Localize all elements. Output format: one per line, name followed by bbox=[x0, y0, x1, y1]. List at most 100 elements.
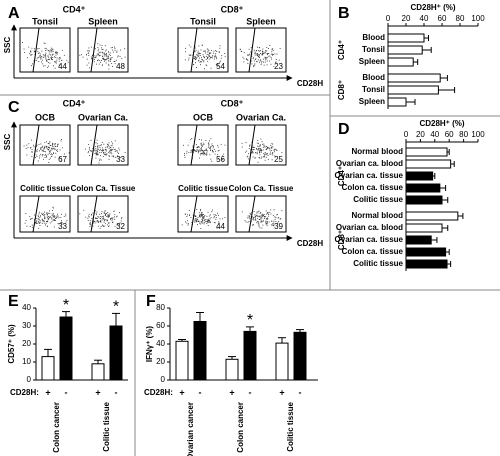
event-dot bbox=[188, 152, 190, 153]
event-dot bbox=[48, 53, 50, 55]
event-dot bbox=[47, 59, 49, 60]
event-dot bbox=[42, 63, 44, 65]
event-dot bbox=[202, 217, 203, 219]
event-dot bbox=[201, 214, 203, 215]
panel-letter: A bbox=[8, 5, 20, 22]
event-dot bbox=[38, 222, 40, 223]
event-dot bbox=[114, 218, 116, 220]
event-dot bbox=[53, 153, 54, 154]
event-dot bbox=[201, 61, 202, 63]
event-dot bbox=[108, 222, 110, 223]
event-dot bbox=[56, 146, 58, 147]
event-dot bbox=[103, 143, 105, 145]
event-dot bbox=[256, 50, 258, 51]
event-dot bbox=[261, 216, 263, 218]
event-dot bbox=[51, 213, 53, 215]
event-dot bbox=[37, 218, 39, 220]
event-dot bbox=[276, 214, 278, 216]
event-dot bbox=[51, 48, 53, 50]
event-dot bbox=[112, 142, 114, 144]
event-dot bbox=[255, 152, 257, 154]
event-dot bbox=[55, 54, 57, 56]
event-dot bbox=[263, 214, 265, 215]
event-dot bbox=[44, 142, 46, 144]
event-dot bbox=[222, 155, 223, 157]
event-dot bbox=[199, 222, 200, 224]
event-dot bbox=[195, 221, 197, 223]
event-dot bbox=[97, 50, 99, 52]
event-dot bbox=[104, 54, 106, 55]
category-label: Tonsil bbox=[362, 45, 385, 54]
event-dot bbox=[201, 215, 203, 217]
event-dot bbox=[109, 152, 111, 154]
event-dot bbox=[268, 221, 270, 223]
event-dot bbox=[53, 214, 55, 216]
event-dot bbox=[29, 53, 31, 55]
event-dot bbox=[260, 219, 262, 221]
event-dot bbox=[272, 50, 274, 52]
event-dot bbox=[87, 217, 89, 219]
event-dot bbox=[114, 47, 116, 49]
event-dot bbox=[42, 146, 43, 148]
event-dot bbox=[108, 214, 110, 216]
event-dot bbox=[99, 44, 101, 46]
event-dot bbox=[43, 220, 45, 221]
event-dot bbox=[250, 47, 252, 49]
event-dot bbox=[61, 59, 63, 61]
event-dot bbox=[102, 149, 104, 151]
plot-label: Colitic tissue bbox=[20, 184, 70, 193]
event-dot bbox=[101, 49, 103, 50]
bar bbox=[59, 316, 73, 381]
event-dot bbox=[255, 152, 256, 153]
event-dot bbox=[47, 67, 49, 68]
event-dot bbox=[281, 210, 283, 212]
event-dot bbox=[186, 222, 188, 224]
event-dot bbox=[215, 53, 217, 55]
event-dot bbox=[267, 154, 269, 156]
event-dot bbox=[109, 60, 111, 62]
event-dot bbox=[259, 145, 261, 147]
group-label: CD8⁺ bbox=[337, 230, 346, 250]
event-dot bbox=[204, 153, 206, 155]
gate-line bbox=[32, 27, 40, 73]
x-tick-label: 40 bbox=[420, 14, 429, 23]
event-dot bbox=[43, 221, 45, 222]
event-dot bbox=[210, 67, 212, 69]
event-dot bbox=[116, 215, 118, 217]
event-dot bbox=[108, 56, 109, 58]
event-dot bbox=[184, 59, 186, 61]
event-dot bbox=[54, 216, 56, 218]
event-dot bbox=[195, 215, 197, 217]
event-dot bbox=[119, 149, 121, 151]
event-dot bbox=[105, 214, 106, 215]
event-dot bbox=[95, 146, 97, 147]
event-dot bbox=[106, 58, 108, 60]
event-dot bbox=[79, 213, 81, 215]
event-dot bbox=[192, 214, 194, 216]
event-dot bbox=[212, 151, 213, 153]
event-dot bbox=[262, 149, 264, 151]
plot-label: Spleen bbox=[246, 16, 276, 26]
event-dot bbox=[201, 146, 203, 148]
event-dot bbox=[262, 146, 264, 148]
event-dot bbox=[247, 54, 248, 56]
event-dot bbox=[43, 151, 45, 152]
event-dot bbox=[51, 50, 52, 52]
event-dot bbox=[203, 214, 204, 215]
event-dot bbox=[108, 148, 110, 149]
event-dot bbox=[104, 60, 105, 62]
event-dot bbox=[49, 141, 50, 143]
event-dot bbox=[203, 154, 205, 156]
event-dot bbox=[35, 223, 37, 224]
event-dot bbox=[254, 147, 256, 148]
event-dot bbox=[271, 143, 273, 145]
event-dot bbox=[211, 50, 212, 51]
event-dot bbox=[117, 223, 119, 225]
event-dot bbox=[36, 58, 38, 60]
event-dot bbox=[35, 157, 36, 159]
event-dot bbox=[46, 141, 47, 143]
event-dot bbox=[36, 149, 38, 151]
event-dot bbox=[266, 53, 268, 55]
event-dot bbox=[198, 149, 200, 151]
event-dot bbox=[258, 215, 260, 217]
